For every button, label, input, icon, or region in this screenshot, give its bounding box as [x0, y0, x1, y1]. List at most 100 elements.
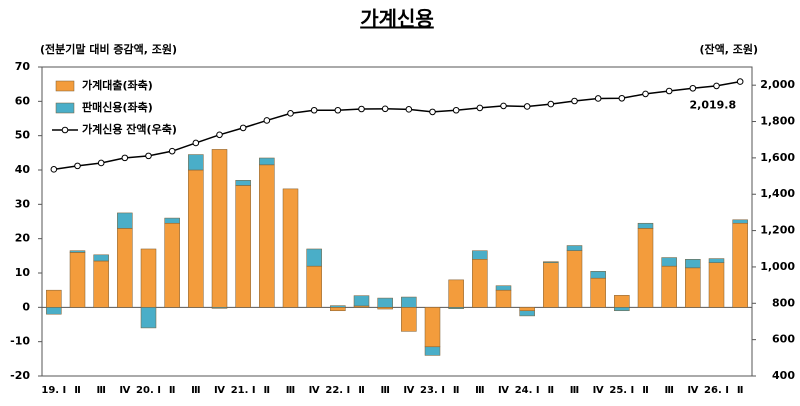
- bar-segment: [282, 188, 299, 308]
- bar-segment: [46, 307, 62, 315]
- line-marker: [618, 94, 626, 102]
- y-tick-label: -20: [10, 369, 30, 382]
- line-marker: [736, 78, 744, 85]
- line-marker: [523, 103, 531, 110]
- bar-segment: [93, 254, 109, 262]
- bar-segment: [140, 248, 157, 308]
- y-tick-label: 0: [22, 300, 30, 313]
- x-tick-label: Ⅳ: [403, 385, 414, 396]
- bar-segment: [188, 169, 204, 308]
- x-tick-label: Ⅱ: [737, 385, 744, 396]
- x-tick-label: 22. Ⅰ: [325, 385, 350, 396]
- bar-segment: [235, 180, 251, 186]
- bar-segment: [590, 271, 606, 279]
- line-marker: [216, 131, 223, 139]
- line-marker: [429, 108, 436, 116]
- bar-segment: [377, 297, 393, 308]
- bar-segment: [46, 289, 62, 308]
- legend-swatch: [61, 126, 69, 134]
- x-tick-label: Ⅱ: [74, 385, 81, 396]
- x-tick-label: Ⅲ: [664, 385, 673, 396]
- line-marker: [168, 147, 176, 155]
- y-tick-label: 40: [15, 163, 31, 176]
- x-tick-label: Ⅳ: [214, 385, 225, 396]
- bar-segment: [614, 295, 630, 308]
- bar-segment: [495, 285, 512, 291]
- y2-tick-label: 1,400: [760, 187, 795, 200]
- line-marker: [713, 82, 720, 90]
- line-marker: [381, 105, 389, 113]
- bar-segment: [448, 307, 464, 309]
- line-marker: [476, 104, 484, 112]
- bar-segment: [519, 307, 535, 312]
- x-tick-label: Ⅳ: [593, 385, 604, 396]
- bar-segment: [614, 307, 630, 312]
- bar-segment: [401, 307, 417, 332]
- x-tick-label: Ⅱ: [453, 385, 460, 396]
- bar-segment: [661, 257, 677, 267]
- line-marker: [334, 106, 342, 114]
- line: [53, 80, 741, 171]
- x-tick-label: 20. Ⅰ: [136, 385, 161, 396]
- y-tick-label: 50: [15, 129, 31, 142]
- x-tick-label: Ⅲ: [286, 385, 295, 396]
- x-tick-label: 19. Ⅰ: [41, 385, 66, 396]
- line-marker: [97, 159, 105, 167]
- x-tick-label: 21. Ⅰ: [231, 385, 256, 396]
- bar-segment: [543, 261, 559, 263]
- legend-label: 가계대출(좌축): [82, 78, 153, 92]
- y-axis-title: (전분기말 대비 증감액, 조원): [40, 42, 177, 56]
- line-marker: [594, 95, 602, 102]
- line-marker: [74, 162, 81, 170]
- y2-axis-title: (잔액, 조원): [699, 42, 758, 56]
- bar-segment: [117, 212, 133, 229]
- line-marker: [358, 105, 365, 113]
- legend-swatch: [55, 80, 75, 92]
- legend-swatch: [55, 102, 75, 114]
- x-tick-label: Ⅱ: [548, 385, 555, 396]
- x-tick-label: 23. Ⅰ: [420, 385, 445, 396]
- x-tick-label: Ⅲ: [475, 385, 484, 396]
- y2-tick-label: 1,000: [760, 260, 795, 273]
- x-tick-label: Ⅲ: [96, 385, 105, 396]
- line-marker: [121, 154, 129, 162]
- y2-tick-label: 2,000: [760, 78, 795, 91]
- legend-label: 판매신용(좌축): [82, 100, 153, 114]
- y-tick-label: 10: [15, 266, 31, 279]
- bar-segment: [732, 222, 748, 308]
- bar-segment: [401, 296, 417, 308]
- value-label: 2,019.8: [690, 99, 737, 112]
- bar-segment: [566, 245, 583, 251]
- x-tick-label: 24. Ⅰ: [515, 385, 540, 396]
- bar-segment: [259, 157, 275, 166]
- legend-label: 가계신용 잔액(우축): [82, 122, 177, 136]
- bar-segment: [211, 307, 228, 309]
- bar-segment: [685, 267, 701, 308]
- x-tick-label: 26. Ⅰ: [704, 385, 729, 396]
- bar-segment: [306, 248, 322, 267]
- y-tick-label: 60: [15, 94, 31, 107]
- bar-segment: [330, 305, 346, 308]
- bar-segment: [732, 219, 748, 224]
- bar-segment: [259, 164, 275, 308]
- bar-segment: [566, 250, 583, 308]
- line-marker: [192, 139, 200, 147]
- y2-tick-label: 1,600: [760, 151, 795, 164]
- bar-segment: [708, 258, 725, 263]
- bar-segment: [448, 279, 464, 308]
- bar-segment: [637, 228, 654, 308]
- bar-segment: [685, 259, 701, 269]
- y2-tick-label: 1,800: [760, 115, 795, 128]
- bar-segment: [353, 295, 370, 307]
- bar-segment: [164, 222, 180, 308]
- x-tick-label: Ⅳ: [687, 385, 698, 396]
- bar-segment: [330, 307, 346, 312]
- line-marker: [145, 152, 152, 160]
- bar-segment: [424, 346, 441, 356]
- x-tick-label: Ⅱ: [169, 385, 176, 396]
- bar-segment: [93, 260, 109, 308]
- bar-segment: [164, 217, 180, 224]
- y-tick-label: 20: [15, 232, 31, 245]
- bar-segment: [708, 262, 725, 308]
